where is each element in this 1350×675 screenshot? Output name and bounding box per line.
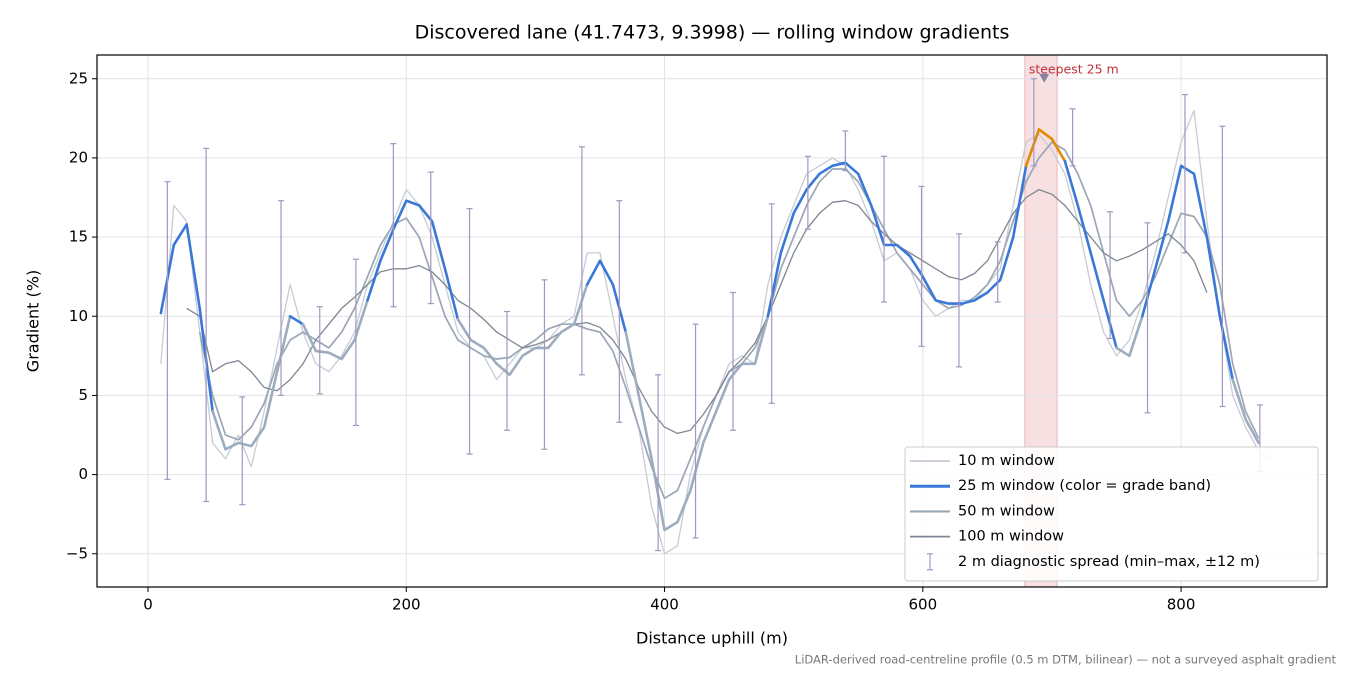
series-line [1231, 378, 1260, 445]
series-line [1024, 128, 1067, 168]
error-bar [881, 155, 888, 303]
error-bar [616, 200, 623, 423]
y-tick-label: 10 [69, 307, 88, 325]
error-bar [1144, 222, 1151, 414]
error-bar [1069, 108, 1076, 167]
error-bar [655, 374, 662, 552]
error-bar [842, 130, 849, 172]
y-tick-label: 0 [78, 465, 88, 483]
legend-label: 100 m window [958, 529, 1064, 545]
y-tick-label: 25 [69, 69, 88, 87]
series-line [211, 315, 292, 451]
y-axis-label: Gradient (%) [24, 270, 43, 372]
error-bar [203, 147, 210, 503]
legend-swatch [927, 553, 933, 571]
error-bar [504, 310, 510, 431]
footnote: LiDAR-derived road-centreline profile (0… [795, 653, 1337, 667]
legend-label: 2 m diagnostic spread (min–max, ±12 m) [958, 554, 1260, 570]
error-bar [352, 258, 359, 427]
legend-label: 50 m window [958, 503, 1055, 519]
error-bar [804, 155, 811, 230]
y-tick-label: 5 [78, 386, 88, 404]
error-bar [578, 146, 585, 376]
legend-label: 10 m window [958, 453, 1055, 469]
steepest-marker [1039, 73, 1050, 83]
series-line [624, 315, 770, 532]
x-tick-label: 400 [650, 596, 679, 614]
chart-title: Discovered lane (41.7473, 9.3998) — roll… [415, 22, 1010, 44]
error-bar [278, 200, 285, 397]
x-tick-label: 800 [1167, 596, 1196, 614]
error-bar [768, 203, 775, 404]
series-line [159, 223, 214, 413]
x-tick-label: 200 [392, 596, 421, 614]
series-line [288, 315, 305, 326]
highlight-label: steepest 25 m [1029, 61, 1119, 76]
series-line [1063, 159, 1118, 350]
error-bar [692, 323, 699, 539]
error-bar [729, 291, 736, 431]
error-bar [955, 233, 962, 368]
error-bar [994, 241, 1001, 303]
error-bar [239, 396, 246, 506]
y-tick-label: 15 [69, 228, 88, 246]
legend-box [904, 446, 1319, 582]
error-bar [1107, 211, 1114, 340]
x-tick-label: 0 [143, 596, 153, 614]
error-bar [918, 185, 925, 347]
error-bar [1219, 125, 1226, 408]
error-bar [390, 143, 397, 308]
x-tick-label: 600 [908, 596, 937, 614]
plot-frame [96, 54, 1328, 588]
series-line [366, 199, 460, 321]
error-bar [427, 171, 434, 305]
error-bar [164, 181, 171, 480]
error-bar [1030, 78, 1037, 167]
error-bar [1181, 93, 1188, 254]
series-line [585, 259, 628, 334]
series-line [1141, 164, 1234, 381]
x-axis-label: Distance uphill (m) [636, 629, 788, 648]
error-bar [316, 306, 323, 395]
series-line [456, 283, 589, 377]
series-line [186, 188, 1208, 435]
y-tick-label: −5 [66, 544, 88, 562]
series-line [301, 299, 369, 361]
legend-label: 25 m window (color = grade band) [958, 478, 1211, 494]
series-line [1115, 315, 1144, 358]
y-tick-label: 20 [69, 148, 88, 166]
error-bar [466, 207, 473, 455]
error-bar [541, 279, 548, 450]
series-line [766, 161, 1028, 318]
